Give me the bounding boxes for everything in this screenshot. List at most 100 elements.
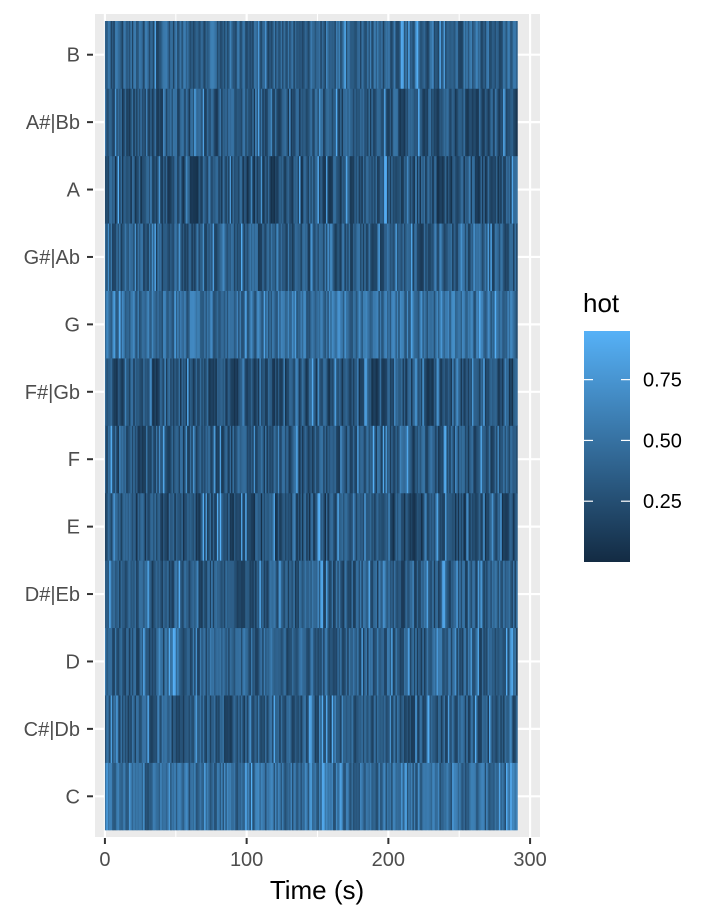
heatmap-cell (419, 560, 422, 629)
heatmap-cell (493, 155, 496, 224)
heatmap-cell (375, 695, 378, 763)
heatmap-cell (229, 155, 232, 224)
heatmap-cell (462, 290, 464, 359)
heatmap-cell (415, 762, 418, 831)
heatmap-cell (209, 155, 212, 224)
heatmap-cell (352, 695, 355, 763)
heatmap-cell (165, 560, 168, 629)
heatmap-cell (320, 695, 323, 763)
heatmap-cell (357, 762, 359, 831)
heatmap-cell (243, 88, 246, 157)
heatmap-cell (297, 223, 300, 291)
heatmap-cell (310, 560, 313, 629)
heatmap-cell (117, 290, 120, 359)
heatmap-cell (222, 492, 225, 561)
heatmap-cell (317, 492, 320, 561)
heatmap-cell (456, 21, 459, 89)
heatmap-cell (198, 492, 201, 561)
heatmap-cell (454, 492, 457, 561)
heatmap-cell (354, 627, 357, 696)
heatmap-cell (194, 88, 197, 157)
heatmap-cell (168, 560, 171, 629)
heatmap-cell (205, 695, 208, 763)
heatmap-cell (126, 425, 128, 494)
heatmap-cell (289, 155, 291, 224)
heatmap-cell (219, 223, 222, 291)
heatmap-cell (129, 492, 131, 561)
heatmap-cell (240, 492, 243, 561)
heatmap-cell (371, 155, 374, 224)
heatmap-cell (175, 560, 178, 629)
heatmap-cell (290, 627, 293, 696)
heatmap-cell (272, 358, 274, 426)
heatmap-cell (443, 492, 446, 561)
heatmap-cell (384, 425, 386, 494)
heatmap-cell (106, 560, 109, 629)
heatmap-cell (154, 223, 157, 291)
heatmap-cell (202, 762, 205, 831)
heatmap-cell (386, 695, 389, 763)
heatmap-cell (154, 560, 157, 629)
y-tick-label: C (66, 786, 80, 808)
heatmap-cell (357, 290, 359, 359)
heatmap-cell (337, 358, 340, 426)
heatmap-cell (211, 21, 214, 89)
heatmap-cell (228, 560, 231, 629)
heatmap-cell (496, 762, 498, 831)
heatmap-cell (304, 290, 307, 359)
heatmap-cell (392, 425, 395, 494)
heatmap-cell (409, 290, 412, 359)
heatmap-cell (435, 21, 437, 89)
heatmap-cell (222, 762, 225, 831)
heatmap-cell (313, 627, 316, 696)
heatmap-cell (338, 358, 341, 426)
heatmap-cell (304, 223, 307, 291)
heatmap-cell (350, 21, 352, 89)
heatmap-cell (147, 223, 150, 291)
heatmap-cell (406, 560, 409, 629)
heatmap-cell (408, 290, 411, 359)
heatmap-cell (116, 21, 119, 89)
heatmap-cell (238, 762, 240, 831)
heatmap-cell (127, 695, 130, 763)
heatmap-cell (354, 290, 357, 359)
heatmap-cell (133, 762, 136, 831)
heatmap-cell (477, 21, 480, 89)
heatmap-cell (191, 155, 194, 224)
heatmap-cell (345, 21, 348, 89)
heatmap-cell (146, 88, 148, 157)
heatmap-cell (117, 88, 120, 157)
heatmap-cell (311, 21, 314, 89)
heatmap-cell (352, 358, 355, 426)
heatmap-cell (338, 290, 341, 359)
heatmap-cell (231, 155, 233, 224)
heatmap-cell (300, 762, 303, 831)
heatmap-cell (334, 88, 337, 157)
heatmap-cell (232, 223, 235, 291)
heatmap-cell (239, 425, 242, 494)
heatmap-cell (435, 627, 437, 696)
heatmap-cell (394, 560, 396, 629)
heatmap-cell (484, 88, 487, 157)
heatmap-cell (375, 627, 378, 696)
heatmap-cell (170, 223, 172, 291)
heatmap-cell (321, 21, 324, 89)
heatmap-cell (248, 155, 250, 224)
heatmap-cell (270, 492, 273, 561)
heatmap-cell (287, 425, 290, 494)
heatmap-cell (267, 88, 270, 157)
heatmap-cell (389, 560, 392, 629)
heatmap-cell (437, 88, 440, 157)
heatmap-cell (334, 762, 337, 831)
heatmap-cell (430, 560, 433, 629)
heatmap-cell (321, 762, 324, 831)
heatmap-cell (267, 21, 270, 89)
heatmap-cell (440, 560, 443, 629)
heatmap-cell (326, 695, 328, 763)
heatmap-cell (316, 560, 318, 629)
heatmap-cell (184, 492, 187, 561)
heatmap-cell (133, 21, 136, 89)
heatmap-cell (452, 155, 454, 224)
heatmap-cell (279, 223, 282, 291)
heatmap-cell (283, 88, 286, 157)
